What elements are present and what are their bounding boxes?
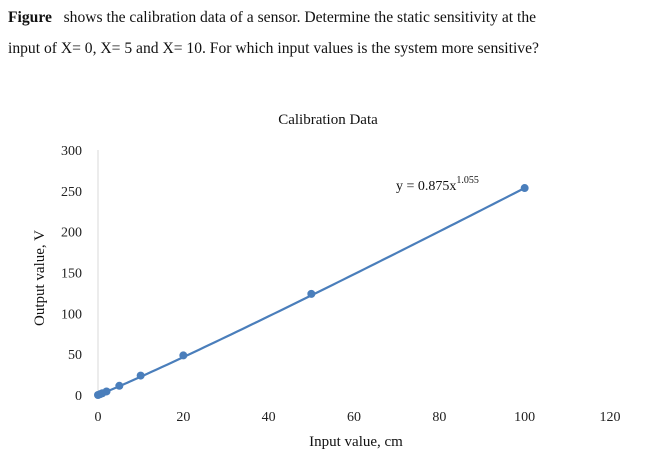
question-line-1-text: shows the calibration data of a sensor. … <box>63 9 537 26</box>
data-point <box>179 351 188 360</box>
y-axis-ticks: 0 50 100 150 200 250 300 <box>61 144 82 404</box>
trendline-equation-base: y = 0.875x <box>396 179 456 194</box>
y-tick-label: 200 <box>61 226 82 241</box>
y-tick-label: 100 <box>61 307 82 322</box>
x-tick-label: 20 <box>176 410 190 425</box>
x-tick-label: 60 <box>347 410 361 425</box>
y-tick-label: 50 <box>68 348 82 363</box>
question-line-1: Figure shows the calibration data of a s… <box>8 2 660 33</box>
data-point <box>102 387 111 396</box>
y-tick-label: 150 <box>61 267 82 282</box>
x-tick-label: 0 <box>95 410 102 425</box>
data-point <box>307 289 316 298</box>
figure-word: Figure <box>8 9 52 26</box>
x-tick-label: 40 <box>262 410 276 425</box>
y-tick-label: 250 <box>61 185 82 200</box>
question-line-2: input of X= 0, X= 5 and X= 10. For which… <box>8 40 539 57</box>
x-tick-label: 100 <box>514 410 535 425</box>
x-tick-label: 120 <box>600 410 621 425</box>
data-point <box>520 184 529 193</box>
x-axis-ticks: 0 20 40 60 80 100 120 <box>95 410 621 425</box>
y-tick-label: 0 <box>75 389 82 404</box>
chart-title: Calibration Data <box>278 112 378 128</box>
data-point <box>136 371 145 380</box>
x-axis-title: Input value, cm <box>309 434 403 450</box>
y-axis-title: Output value, V <box>32 230 48 326</box>
data-points <box>94 184 529 399</box>
y-tick-label: 300 <box>61 144 82 159</box>
data-point <box>115 381 124 390</box>
trendline-equation: y = 0.875x1.055 <box>396 175 479 194</box>
trendline-equation-exponent: 1.055 <box>456 175 479 186</box>
question-text: Figure shows the calibration data of a s… <box>8 2 660 64</box>
x-tick-label: 80 <box>432 410 446 425</box>
